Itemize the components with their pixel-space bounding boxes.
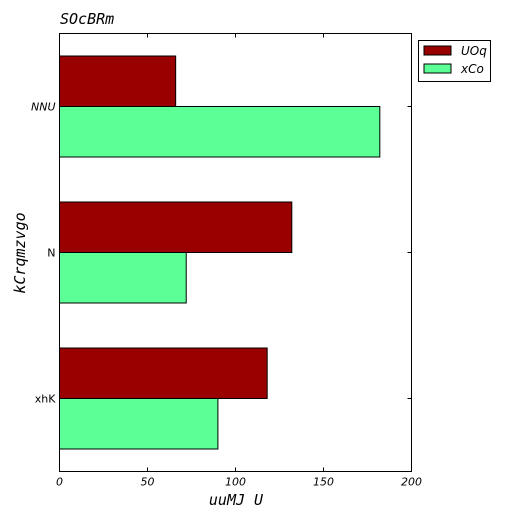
y-axis-label: kCrqmzvgo (11, 212, 29, 293)
x-tick-label: 50 (141, 476, 155, 489)
legend-swatch-UOq (423, 45, 452, 56)
bar-xCo-N (59, 252, 187, 304)
y-tick-label: xhK (35, 393, 56, 406)
x-tick-label: 200 (401, 476, 422, 489)
legend-label-UOq: UOq (461, 44, 487, 58)
y-tick-label: NNU (31, 101, 56, 114)
legend: UOq xCo (418, 40, 491, 82)
bar-UOq-xhK (59, 347, 268, 399)
y-tick-label: N (47, 247, 55, 260)
bar-xCo-xhK (59, 398, 219, 450)
x-axis-label: uuMJ U (209, 491, 264, 509)
bar-xCo-NNU (59, 106, 381, 158)
bar-UOq-NNU (59, 55, 177, 107)
legend-label-xCo: xCo (460, 62, 484, 76)
x-tick-label: 100 (225, 476, 246, 489)
bar-UOq-N (59, 201, 293, 253)
legend-swatch-xCo (423, 63, 452, 74)
x-tick-label: 150 (313, 476, 334, 489)
bars-group (59, 55, 381, 450)
chart-title: SOcBRm (60, 10, 114, 28)
x-tick-label: 0 (56, 476, 63, 489)
